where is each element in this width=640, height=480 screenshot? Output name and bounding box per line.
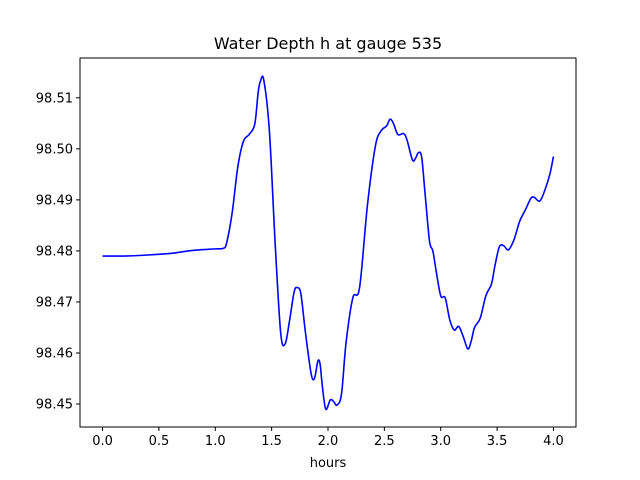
y-tick-label: 98.48 — [36, 244, 73, 259]
chart-title: Water Depth h at gauge 535 — [214, 34, 442, 53]
y-tick-label: 98.50 — [36, 142, 73, 157]
x-tick-label: 3.5 — [487, 434, 508, 449]
y-tick-label: 98.49 — [36, 193, 73, 208]
x-tick-label: 0.0 — [92, 434, 113, 449]
series-line-0 — [102, 75, 555, 411]
y-tick-label: 98.47 — [36, 295, 73, 310]
x-tick-label: 2.0 — [318, 434, 339, 449]
x-axis-ticks: 0.0 0.5 1.0 1.5 2.0 2.5 3.0 3.5 4.0 — [92, 427, 564, 449]
x-tick-label: 1.0 — [205, 434, 226, 449]
plot-layer — [102, 75, 555, 411]
x-tick-label: 0.5 — [149, 434, 170, 449]
y-tick-label: 98.45 — [36, 398, 73, 413]
plot-frame — [79, 57, 577, 428]
x-tick-label: 3.0 — [430, 434, 451, 449]
x-axis-label: hours — [310, 456, 347, 471]
y-axis-ticks: 98.45 98.46 98.47 98.48 98.49 98.50 98.51 — [36, 91, 80, 413]
y-tick-label: 98.51 — [36, 91, 73, 106]
x-tick-label: 1.5 — [261, 434, 282, 449]
x-tick-label: 4.0 — [543, 434, 564, 449]
x-tick-label: 2.5 — [374, 434, 395, 449]
y-tick-label: 98.46 — [36, 346, 73, 361]
